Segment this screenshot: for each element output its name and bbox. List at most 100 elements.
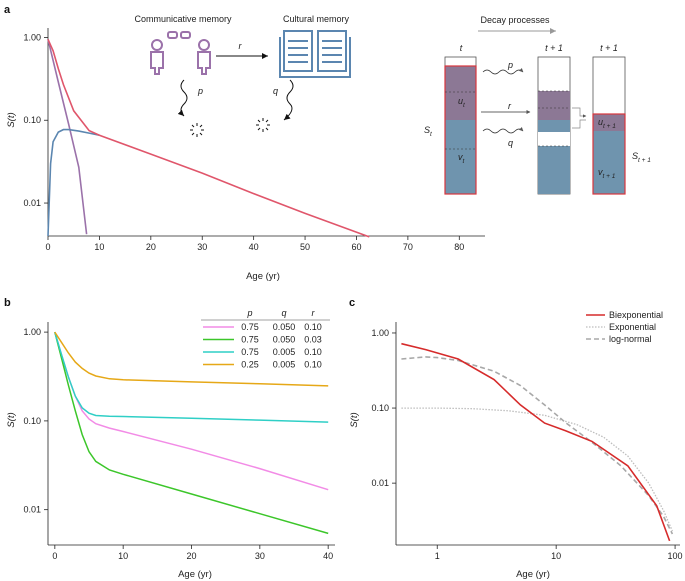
panel-c-legend: Biexponential Exponential log-normal — [586, 310, 663, 344]
x-tick-label: 0 — [45, 242, 50, 252]
col-t1b-label: t + 1 — [600, 43, 618, 53]
legend-label: Biexponential — [609, 310, 663, 320]
panel-c-lines — [401, 342, 674, 542]
panel-b-axes: 0 10 20 30 40 1.00 0.10 0.01 — [23, 322, 335, 561]
panel-b-letter: b — [4, 297, 11, 309]
arrow-label-p: p — [197, 86, 203, 96]
panel-c: c 1 10 100 1.00 0.10 0.01 Age (yr) S(t) Biexp… — [349, 297, 683, 580]
bar-arrow-label-q: q — [508, 138, 513, 148]
y-tick-label: 0.01 — [371, 478, 389, 488]
S-t-label: St — [424, 125, 433, 138]
x-tick-label: 30 — [255, 551, 265, 561]
cultural-memory-label: Cultural memory — [283, 14, 350, 24]
legend-value: 0.10 — [304, 347, 322, 357]
legend-header: r — [312, 308, 316, 318]
legend-label: Exponential — [609, 322, 656, 332]
x-tick-label: 10 — [118, 551, 128, 561]
x-tick-label: 80 — [454, 242, 464, 252]
bar-arrow-label-p: p — [507, 60, 513, 70]
series-line-2 — [54, 331, 329, 535]
decay-arrow-p — [177, 79, 188, 117]
x-tick-label: 70 — [403, 242, 413, 252]
y-tick-label: 0.10 — [371, 403, 389, 413]
panel-b-legend: p q r 0.75 0.050 0.10 0.75 0.050 0.03 0.75 0.005 0.… — [201, 308, 330, 370]
x-tick-label: 20 — [186, 551, 196, 561]
decay-squiggle-q — [482, 127, 524, 134]
legend-value: 0.050 — [273, 322, 296, 332]
legend-value: 0.75 — [241, 347, 259, 357]
panel-a-lines — [47, 38, 370, 238]
panel-a-letter: a — [4, 4, 11, 16]
x-tick-label: 1 — [435, 551, 440, 561]
total-memory-line — [47, 38, 370, 238]
decay-processes-label: Decay processes — [480, 15, 550, 25]
y-tick-label: 1.00 — [23, 327, 41, 337]
col-t1-label: t + 1 — [545, 43, 563, 53]
stock-bar-t — [444, 56, 477, 195]
arrow-label-q: q — [273, 86, 278, 96]
panel-c-xlabel: Age (yr) — [516, 569, 550, 580]
x-tick-label: 30 — [197, 242, 207, 252]
y-tick-label: 0.01 — [23, 505, 41, 515]
log-normal-line — [401, 356, 674, 535]
panel-c-letter: c — [349, 297, 355, 309]
v-t-label: vt — [458, 152, 466, 165]
x-tick-label: 10 — [551, 551, 561, 561]
u-t-label: ut — [458, 96, 466, 109]
panel-a: a 0 10 20 30 40 50 60 70 80 1.00 0.10 0.01 Age (yr)… — [4, 4, 651, 282]
panel-b-lines — [54, 331, 329, 535]
x-tick-label: 60 — [351, 242, 361, 252]
communicative-memory-line — [47, 39, 88, 235]
legend-value: 0.050 — [273, 335, 296, 345]
panel-a-xlabel: Age (yr) — [246, 271, 280, 282]
panel-a-ylabel: S(t) — [6, 112, 17, 127]
decay-burst-icon — [256, 118, 270, 132]
S-t1-label: St + 1 — [632, 151, 651, 164]
bar-arrow-label-r: r — [508, 101, 512, 111]
legend-label: log-normal — [609, 334, 652, 344]
x-tick-label: 10 — [94, 242, 104, 252]
biexponential-line — [401, 342, 671, 542]
y-tick-label: 0.01 — [23, 198, 41, 208]
v-t1-label: vt + 1 — [598, 167, 616, 180]
x-tick-label: 20 — [146, 242, 156, 252]
decay-burst-icon — [190, 123, 204, 137]
legend-value: 0.03 — [304, 335, 322, 345]
x-tick-label: 100 — [668, 551, 683, 561]
arrow-label-r: r — [239, 41, 243, 51]
series-line-3 — [54, 331, 329, 423]
panel-c-axes: 1 10 100 1.00 0.10 0.01 — [371, 322, 683, 561]
legend-value: 0.25 — [241, 360, 259, 370]
decay-arrow-q — [283, 79, 294, 121]
legend-value: 0.75 — [241, 335, 259, 345]
cultural-memory-line — [47, 128, 100, 237]
merge-arrow — [572, 119, 586, 129]
panel-b: b 0 10 20 30 40 1.00 0.10 0.01 Age (yr) S(t) p q… — [4, 297, 335, 580]
open-book-icon — [279, 30, 351, 78]
panel-a-axes: 0 10 20 30 40 50 60 70 80 1.00 0.10 0.01 — [23, 28, 485, 252]
series-line-4 — [54, 331, 329, 387]
memory-diagram: Communicative memory Cultural memory — [134, 14, 651, 195]
stock-bar-t1-decay — [537, 56, 571, 195]
col-t-label: t — [460, 43, 463, 53]
y-tick-label: 0.10 — [23, 115, 41, 125]
x-tick-label: 0 — [52, 551, 57, 561]
legend-header: q — [281, 308, 286, 318]
merge-arrow — [572, 107, 587, 118]
x-tick-label: 40 — [249, 242, 259, 252]
x-tick-label: 40 — [323, 551, 333, 561]
stock-bar-t1 — [592, 56, 626, 195]
legend-value: 0.005 — [273, 347, 296, 357]
legend-value: 0.10 — [304, 360, 322, 370]
decay-squiggle-p — [482, 68, 524, 75]
people-talking-icon — [150, 31, 211, 75]
y-tick-label: 1.00 — [371, 328, 389, 338]
communicative-memory-label: Communicative memory — [134, 14, 232, 24]
x-tick-label: 50 — [300, 242, 310, 252]
legend-value: 0.10 — [304, 322, 322, 332]
panel-b-xlabel: Age (yr) — [178, 569, 212, 580]
exponential-line — [401, 407, 673, 532]
legend-value: 0.005 — [273, 360, 296, 370]
y-tick-label: 1.00 — [23, 32, 41, 42]
